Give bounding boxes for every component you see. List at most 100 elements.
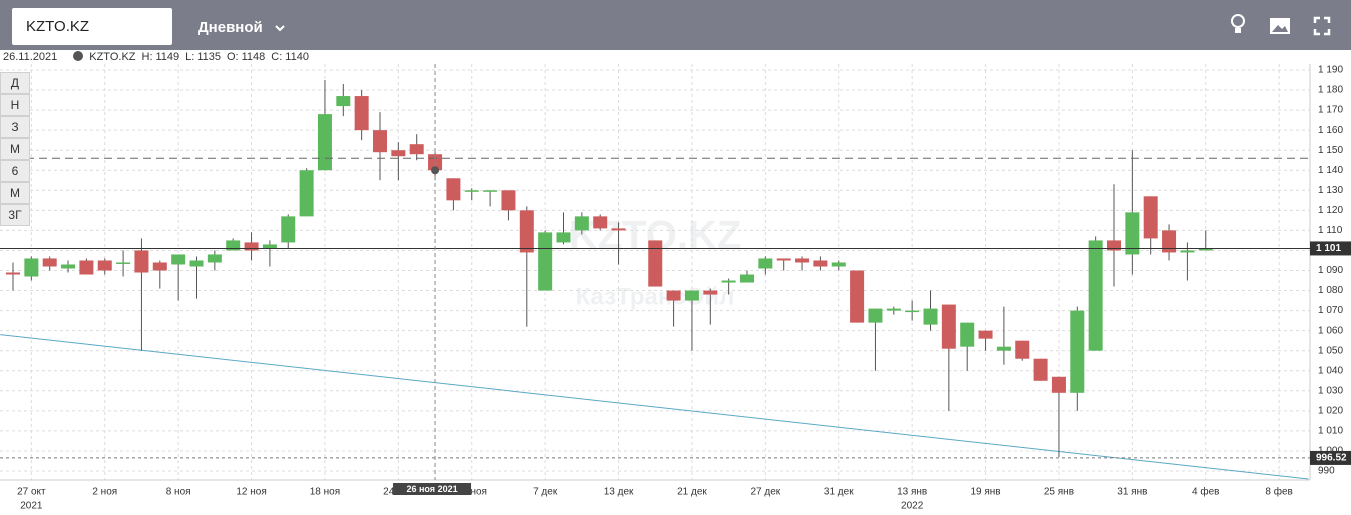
period-label[interactable]: Дневной (198, 19, 263, 36)
x-tick-label: 27 дек (751, 487, 781, 498)
info-field-label: O: (227, 51, 239, 63)
y-tick-label: 1 030 (1318, 385, 1343, 396)
info-date: 26.11.2021 (3, 51, 58, 63)
y-tick-label: 1 060 (1318, 325, 1343, 336)
candle-body (116, 262, 131, 264)
info-field-value: 1135 (197, 51, 221, 63)
candle-body (666, 290, 681, 301)
x-tick-label: 8 ноя (166, 487, 191, 498)
candle-body (758, 258, 773, 269)
y-tick-label: 1 020 (1318, 405, 1343, 416)
candle-body (941, 304, 956, 349)
candle-body (1180, 250, 1195, 253)
candle-body (317, 114, 332, 171)
x-tick-label: 25 янв (1044, 487, 1074, 498)
candle-body (373, 130, 387, 153)
candle-body (905, 310, 920, 313)
x-tick-label: 21 дек (677, 487, 707, 498)
info-line: 26.11.2021 KZTO.KZ H: 1149 L: 1135 O: 1148 C: 114… (3, 50, 309, 64)
period-button[interactable]: З (0, 116, 30, 138)
candle-body (134, 250, 149, 273)
crosshair-dot (431, 166, 440, 175)
price-label-box (1310, 450, 1351, 465)
x-tick-label: 4 фев (1192, 486, 1219, 498)
trend-line (0, 334, 1309, 480)
candle-body (1162, 230, 1177, 253)
info-field-label: C: (271, 51, 283, 63)
candle-body (1107, 240, 1121, 251)
candle-body (684, 290, 699, 301)
top-bar: KZTO.KZ Дневной (0, 0, 1351, 50)
period-button[interactable]: 3Г (0, 204, 30, 226)
candle-body (740, 274, 754, 283)
candle-body (831, 262, 846, 267)
y-tick-label: 1 080 (1318, 285, 1343, 296)
candle-body (189, 260, 204, 267)
crosshair-label-box (393, 483, 472, 495)
period-button[interactable]: М (0, 138, 30, 160)
candle-body (996, 346, 1011, 351)
candle-body (850, 270, 865, 323)
candle-body (207, 254, 222, 263)
x-tick-label: 12 ноя (236, 487, 266, 498)
y-tick-label: 1 140 (1318, 165, 1343, 176)
candle-body (79, 260, 94, 275)
candle-body (152, 262, 167, 271)
fullscreen-icon[interactable] (1313, 16, 1331, 36)
period-button[interactable]: М (0, 182, 30, 204)
ticker-input[interactable]: KZTO.KZ (12, 8, 172, 45)
candle-body (923, 308, 938, 325)
x-tick-label: 7 дек (533, 487, 558, 498)
candle-body (409, 144, 424, 155)
x-tick-label: 8 фев (1265, 486, 1292, 498)
info-field-value: 1140 (285, 51, 309, 63)
candle-body (1143, 196, 1158, 239)
info-field-value: 1148 (241, 51, 266, 63)
info-dot (73, 51, 84, 61)
x-tick-label: 27 окт (17, 487, 46, 498)
candle-body (42, 258, 57, 267)
candle-body (648, 240, 663, 287)
period-button[interactable]: 6 (0, 160, 30, 182)
candle-body (299, 170, 314, 217)
y-tick-label: 1 120 (1318, 205, 1343, 216)
price-label: 1 101 (1316, 243, 1341, 254)
candle-body (721, 280, 736, 283)
candle-body (1051, 376, 1066, 393)
period-button[interactable]: Н (0, 94, 30, 116)
candle-body (1070, 310, 1085, 393)
image-icon[interactable] (1269, 16, 1291, 36)
x-tick-label: 31 янв (1117, 487, 1147, 498)
x-tick-label: 13 дек (604, 487, 634, 498)
candle-body (556, 232, 571, 243)
candle-body (262, 244, 277, 249)
x-tick-label: 2 ноя (92, 487, 117, 498)
candle-body (97, 260, 112, 271)
candle-body (813, 260, 828, 267)
crosshair-label: 26 ноя 2021 (406, 484, 457, 494)
candle-body (244, 242, 259, 251)
y-tick-label: 1 090 (1318, 265, 1343, 276)
info-field-label: L: (185, 51, 195, 63)
chevron[interactable] (275, 24, 285, 32)
info-symbol: KZTO.KZ (89, 51, 136, 63)
candle-body (1033, 358, 1048, 381)
candle-body (281, 216, 296, 243)
info-field-label: H: (141, 51, 153, 63)
y-tick-label: 990 (1318, 466, 1335, 477)
candle-body (61, 264, 76, 269)
x-year-label: 2022 (901, 501, 924, 512)
period-select[interactable]: Дневной (198, 0, 285, 55)
period-button[interactable]: Д (0, 72, 30, 94)
candle-body (1088, 240, 1103, 351)
candle-body (1015, 340, 1030, 359)
y-tick-label: 1 130 (1318, 185, 1343, 196)
candle-body (501, 190, 516, 211)
idea-icon[interactable] (1230, 14, 1246, 36)
y-tick-label: 1 110 (1318, 225, 1343, 236)
candle-body (519, 210, 534, 253)
y-tick-label: 1 050 (1318, 345, 1343, 356)
y-tick-label: 1 040 (1318, 365, 1343, 376)
candle-body (336, 96, 351, 107)
